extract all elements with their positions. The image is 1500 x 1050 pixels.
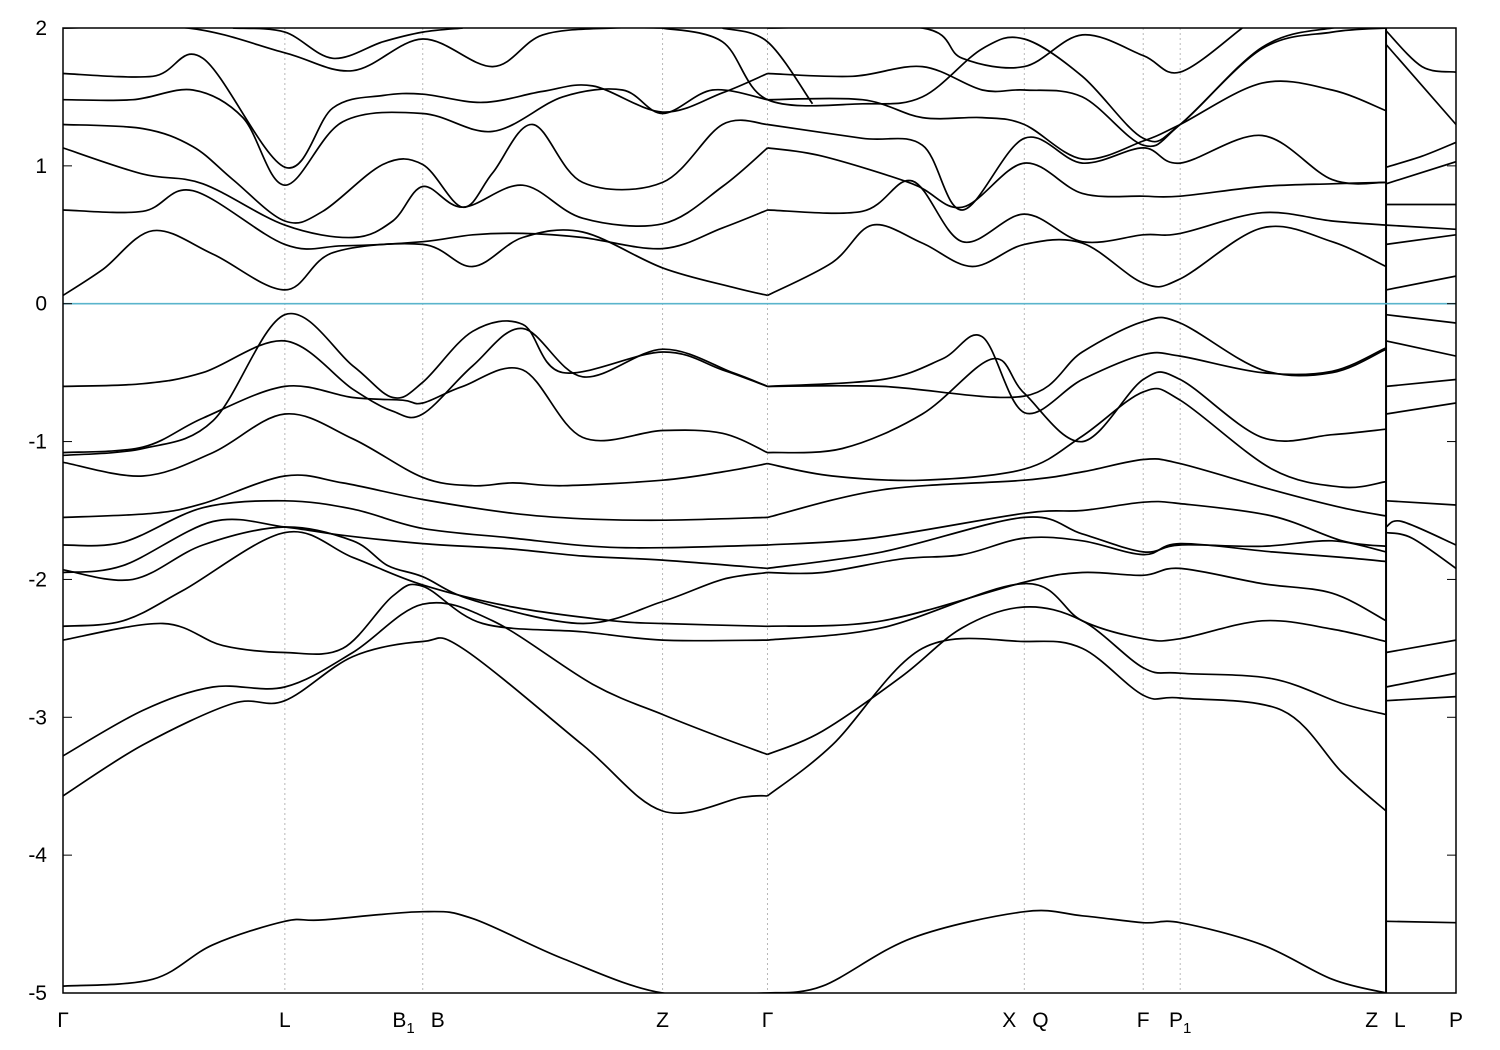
band-line-1 — [63, 910, 768, 993]
band-line-50 — [1386, 499, 1456, 506]
band-line-36 — [767, 80, 1387, 161]
band-line-56 — [1385, 233, 1456, 246]
kpoint-label: Z — [1365, 1009, 1378, 1032]
kpoint-label: L — [279, 1009, 291, 1032]
band-line-5 — [63, 601, 768, 757]
y-tick-label: -1 — [28, 431, 47, 454]
band-line-13 — [63, 518, 768, 574]
kpoint-label: B — [431, 1009, 445, 1032]
band-line-59 — [1385, 160, 1456, 185]
band-line-32 — [767, 147, 1387, 209]
band-line-47 — [1385, 639, 1456, 654]
band-line-48 — [1385, 531, 1456, 570]
band-line-34 — [767, 123, 1387, 211]
kpoint-gridlines — [284, 28, 1388, 993]
kpoint-label: F — [1137, 1009, 1150, 1032]
kpoint-label: Z — [656, 1009, 669, 1032]
band-line-43 — [722, 28, 814, 105]
band-line-16 — [767, 500, 1387, 548]
band-line-25 — [63, 312, 768, 457]
kpoint-label: Γ — [57, 1009, 69, 1032]
y-tick-label: 2 — [35, 17, 47, 40]
band-line-35 — [63, 88, 768, 187]
y-tick-label: -2 — [28, 568, 47, 591]
band-line-33 — [63, 119, 768, 224]
band-line-38 — [767, 28, 1387, 148]
band-line-44 — [1386, 920, 1456, 924]
band-line-30 — [767, 179, 1387, 244]
band-line-14 — [767, 516, 1387, 570]
band-line-42 — [232, 28, 463, 60]
band-line-52 — [1386, 378, 1456, 388]
band-line-2 — [767, 909, 1387, 993]
x-axis-kpoint-labels: Γ L B1 B Z Γ X Q F P1 Z L P — [57, 1009, 1463, 1037]
kpoint-label: Γ — [762, 1009, 774, 1032]
band-line-22 — [767, 357, 1387, 454]
y-axis-ticks: 2 1 0 -1 -2 -3 -4 -5 — [28, 17, 1456, 1005]
band-line-37 — [63, 53, 768, 169]
band-line-11 — [63, 526, 768, 625]
band-line-12 — [767, 536, 1387, 575]
band-line-57 — [1386, 224, 1456, 231]
kpoint-label: P — [1449, 1009, 1463, 1032]
band-line-8 — [767, 582, 1387, 643]
band-line-27 — [63, 229, 768, 297]
band-line-9 — [63, 530, 768, 628]
band-line-6 — [767, 606, 1387, 756]
kpoint-label: P1 — [1169, 1009, 1191, 1037]
band-line-7 — [63, 583, 768, 656]
plot-frame — [62, 27, 1457, 994]
band-line-3 — [63, 637, 768, 815]
band-line-20 — [767, 387, 1387, 489]
band-line-60 — [1385, 141, 1456, 169]
band-line-45 — [1386, 695, 1456, 702]
y-tick-label: -3 — [28, 706, 47, 729]
band-line-55 — [1385, 275, 1456, 291]
band-line-40 — [662, 28, 1387, 143]
y-tick-label: -4 — [28, 844, 47, 867]
band-line-21 — [63, 367, 768, 454]
band-line-62 — [1385, 30, 1456, 73]
kpoint-label: Q — [1032, 1009, 1048, 1032]
band-line-28 — [767, 223, 1387, 297]
band-line-31 — [63, 147, 769, 239]
band-line-23 — [63, 327, 768, 419]
band-line-26 — [767, 316, 1387, 399]
band-line-17 — [63, 474, 768, 522]
band-line-29 — [63, 189, 768, 250]
band-line-61 — [1385, 43, 1456, 126]
band-line-19 — [63, 413, 768, 487]
band-line-24 — [767, 334, 1387, 415]
band-line-4 — [766, 637, 1387, 812]
band-line-41 — [767, 28, 1243, 74]
band-line-15 — [63, 499, 768, 549]
band-lines — [63, 28, 1456, 993]
band-line-39 — [63, 28, 663, 72]
y-tick-label: -5 — [28, 982, 47, 1005]
band-line-54 — [1385, 313, 1456, 324]
y-tick-label: 0 — [35, 293, 47, 316]
kpoint-label: X — [1002, 1009, 1016, 1032]
band-line-46 — [1385, 672, 1456, 688]
band-line-49 — [1385, 519, 1456, 546]
band-line-53 — [1385, 340, 1456, 357]
band-line-18 — [767, 457, 1387, 519]
kpoint-label: B1 — [392, 1009, 414, 1037]
y-tick-label: 1 — [35, 155, 47, 178]
band-line-10 — [767, 567, 1387, 628]
kpoint-label: L — [1394, 1009, 1406, 1032]
band-line-51 — [1385, 402, 1456, 415]
